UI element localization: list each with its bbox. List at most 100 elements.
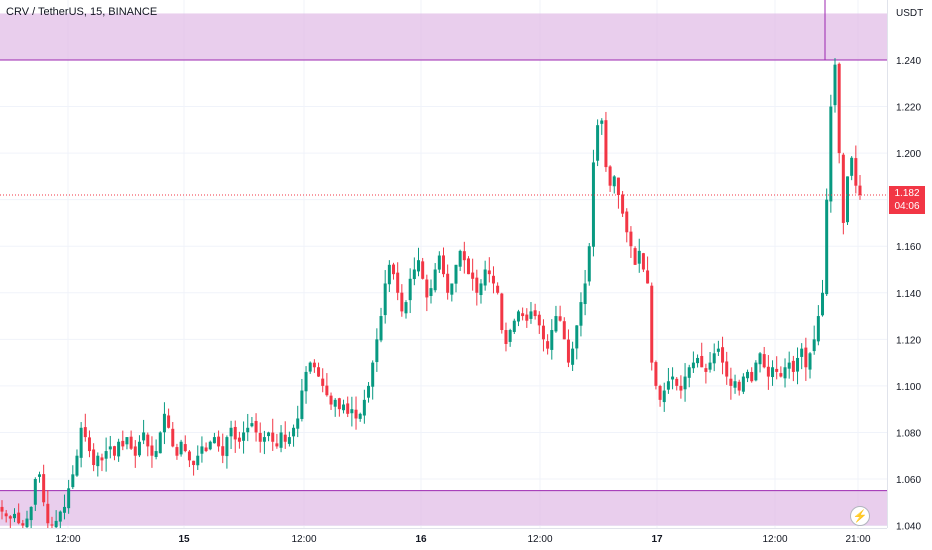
candle-body: [854, 158, 858, 186]
candle-body: [829, 106, 833, 202]
candle-body: [287, 437, 291, 444]
candle-body: [67, 488, 71, 509]
candle-body: [29, 506, 33, 521]
candle-body: [779, 373, 783, 377]
candle-body: [221, 446, 225, 456]
candle-body: [646, 270, 650, 284]
candle-body: [750, 371, 754, 382]
candle-body: [279, 432, 283, 448]
candle-body: [317, 367, 321, 377]
candle-body: [500, 293, 504, 331]
price-axis[interactable]: 1.0401.0601.0801.1001.1201.1401.1601.180…: [887, 0, 932, 550]
candle-body: [516, 311, 520, 322]
candle-body: [229, 427, 233, 437]
candle-body: [575, 325, 579, 349]
candle-body: [383, 283, 387, 316]
last-price-badge: 1.182 04:06: [889, 186, 925, 214]
candle-body: [616, 177, 620, 196]
candle-body: [54, 520, 58, 528]
candle-body: [433, 269, 437, 291]
candle-body: [96, 455, 100, 467]
candle-body: [25, 518, 29, 528]
candle-body: [100, 457, 104, 461]
candle-body: [608, 166, 612, 186]
candle-body: [262, 437, 266, 442]
candle-body: [458, 250, 462, 267]
candle-body: [533, 310, 537, 317]
candle-body: [108, 446, 112, 450]
candle-body: [762, 354, 766, 368]
candle-body: [396, 272, 400, 293]
candle-body: [112, 446, 116, 456]
candle-body: [404, 302, 408, 314]
candle-body: [754, 362, 758, 381]
candle-body: [133, 446, 137, 456]
candle-body: [367, 385, 371, 398]
candle-body: [721, 347, 725, 363]
candle-body: [246, 427, 250, 433]
candle-body: [521, 313, 525, 317]
candle-body: [708, 362, 712, 370]
candle-body: [683, 376, 687, 390]
candle-body: [196, 455, 200, 466]
candle-body: [787, 362, 791, 369]
candle-body: [421, 261, 425, 279]
candle-body: [387, 264, 391, 285]
candle-body: [704, 368, 708, 372]
candle-body: [175, 447, 179, 456]
candle-body: [850, 157, 854, 176]
candle-body: [725, 361, 729, 377]
candle-body: [312, 362, 316, 368]
last-price-value: 1.182: [894, 188, 920, 199]
candle-body: [558, 316, 562, 321]
candle-body: [375, 339, 379, 363]
candle-body: [650, 285, 654, 363]
candle-body: [816, 316, 820, 342]
candle-body: [0, 506, 4, 512]
candle-body: [358, 413, 362, 419]
candle-body: [429, 288, 433, 296]
candle-body: [746, 371, 750, 379]
candle-body: [600, 120, 604, 124]
candle-body: [254, 420, 258, 433]
candle-body: [858, 185, 862, 196]
candle-body: [183, 444, 187, 452]
x-tick-label: 12:00: [762, 534, 787, 545]
y-tick-label: 1.220: [896, 103, 921, 114]
candle-body: [691, 362, 695, 369]
candles-layer: [0, 58, 862, 535]
candle-body: [504, 330, 508, 344]
candle-body: [529, 311, 533, 319]
price-axis-bg: [887, 0, 932, 550]
candle-body: [696, 357, 700, 364]
candle-body: [50, 524, 54, 526]
candle-body: [666, 381, 670, 390]
candle-body: [92, 449, 96, 466]
candle-body: [296, 418, 300, 429]
candle-body: [571, 348, 575, 365]
candle-body: [4, 513, 8, 517]
candle-body: [554, 316, 558, 332]
time-axis[interactable]: 12:00 15 12:00 16 12:00 17 12:00 21:00: [0, 528, 887, 550]
candle-body: [733, 381, 737, 388]
candle-body: [267, 432, 271, 437]
candle-body: [629, 231, 633, 247]
candle-body: [237, 437, 241, 442]
candle-body: [412, 269, 416, 280]
candle-body: [167, 415, 171, 428]
candle-body: [83, 427, 87, 438]
candle-body: [487, 270, 491, 275]
candle-body: [200, 446, 204, 454]
candle-body: [562, 321, 566, 340]
lightning-bolt-icon[interactable]: ⚡: [850, 506, 870, 526]
currency-label: USDT: [896, 8, 923, 19]
candle-body: [292, 427, 296, 437]
candle-body: [796, 357, 800, 372]
candle-body: [129, 436, 133, 449]
y-tick-label: 1.060: [896, 475, 921, 486]
candle-body: [662, 390, 666, 403]
candle-body: [17, 512, 21, 524]
symbol-title[interactable]: CRV / TetherUS, 15, BINANCE: [6, 6, 158, 18]
candle-body: [242, 432, 246, 441]
